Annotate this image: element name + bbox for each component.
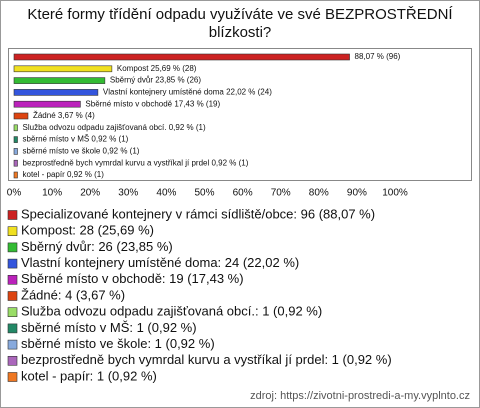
bar bbox=[13, 148, 18, 155]
bar bbox=[13, 53, 350, 61]
value-label: 88,07 % (96) bbox=[355, 52, 401, 61]
source: zdroj: https://zivotni-prostredi-a-my.vy… bbox=[250, 390, 470, 402]
x-tick-label: 0% bbox=[7, 188, 22, 199]
bar bbox=[13, 159, 18, 167]
x-tick-label: 70% bbox=[271, 188, 291, 199]
legend-label: Kompost: 28 (25,69 %) bbox=[21, 223, 154, 238]
bar bbox=[13, 65, 113, 73]
value-label: Sběrný dvůr 23,85 % (26) bbox=[110, 76, 201, 85]
legend-label: Vlastní kontejnery umístěné doma: 24 (22… bbox=[21, 255, 299, 270]
legend-label: bezprostředně bych vymrdal kurvu a vystř… bbox=[21, 352, 392, 367]
legend-swatch bbox=[7, 307, 18, 318]
legend-swatch bbox=[7, 226, 18, 236]
value-label: Kompost 25,69 % (28) bbox=[117, 64, 197, 73]
value-label: Žádné 3,67 % (4) bbox=[33, 111, 95, 120]
value-label: bezprostředně bych vymrdal kurvu a vystř… bbox=[23, 158, 249, 167]
x-tick-label: 40% bbox=[156, 188, 176, 199]
bar bbox=[13, 136, 18, 143]
legend-label: sběrné místo ve škole: 1 (0,92 %) bbox=[21, 336, 215, 351]
value-label: sběrné místo ve škole 0,92 % (1) bbox=[23, 147, 140, 156]
legend-label: Sběrný dvůr: 26 (23,85 %) bbox=[21, 239, 173, 254]
x-tick-label: 80% bbox=[309, 188, 329, 199]
x-tick-label: 100% bbox=[382, 188, 408, 199]
x-tick-label: 90% bbox=[347, 188, 367, 199]
x-tick-label: 10% bbox=[42, 188, 62, 199]
bar bbox=[13, 171, 18, 179]
title-box: Které formy třídění odpadu využíváte ve … bbox=[27, 6, 453, 41]
bar bbox=[13, 77, 106, 84]
bar bbox=[13, 112, 29, 120]
legend-label: Žádné: 4 (3,67 %) bbox=[21, 287, 125, 302]
bar bbox=[13, 100, 81, 108]
legend-swatch bbox=[7, 274, 18, 285]
x-tick-label: 60% bbox=[233, 188, 253, 199]
value-label: Vlastní kontejnery umístěné doma 22,02 %… bbox=[103, 88, 272, 97]
legend-swatch bbox=[7, 372, 18, 382]
value-label: Služba odvozu odpadu zajišťovaná obcí. 0… bbox=[23, 123, 206, 132]
legend-label: Sběrné místo v obchodě: 19 (17,43 %) bbox=[21, 271, 244, 286]
value-label: sběrné místo v MŠ 0,92 % (1) bbox=[23, 135, 129, 144]
legend-label: kotel - papír: 1 (0,92 %) bbox=[21, 368, 157, 383]
legend-swatch bbox=[7, 323, 18, 334]
value-label: kotel - papír 0,92 % (1) bbox=[23, 170, 105, 179]
legend-swatch bbox=[7, 242, 18, 253]
legend-swatch bbox=[7, 210, 18, 220]
x-tick-label: 50% bbox=[194, 188, 214, 199]
bar bbox=[13, 89, 99, 96]
legend-label: sběrné místo v MŠ: 1 (0,92 %) bbox=[21, 320, 197, 335]
x-tick-label: 20% bbox=[80, 188, 100, 199]
legend-swatch bbox=[7, 258, 18, 269]
bar bbox=[13, 124, 18, 132]
legend-swatch bbox=[7, 291, 18, 301]
legend-label: Specializované kontejnery v rámci sídliš… bbox=[21, 206, 375, 221]
legend-label: Služba odvozu odpadu zajišťovaná obcí.: … bbox=[21, 304, 322, 319]
legend-swatch bbox=[7, 355, 18, 366]
legend-swatch bbox=[7, 339, 18, 350]
x-tick-label: 30% bbox=[118, 188, 138, 199]
value-label: Sběrné místo v obchodě 17,43 % (19) bbox=[85, 99, 220, 108]
chart-title: Které formy třídění odpadu využíváte ve … bbox=[27, 6, 453, 41]
